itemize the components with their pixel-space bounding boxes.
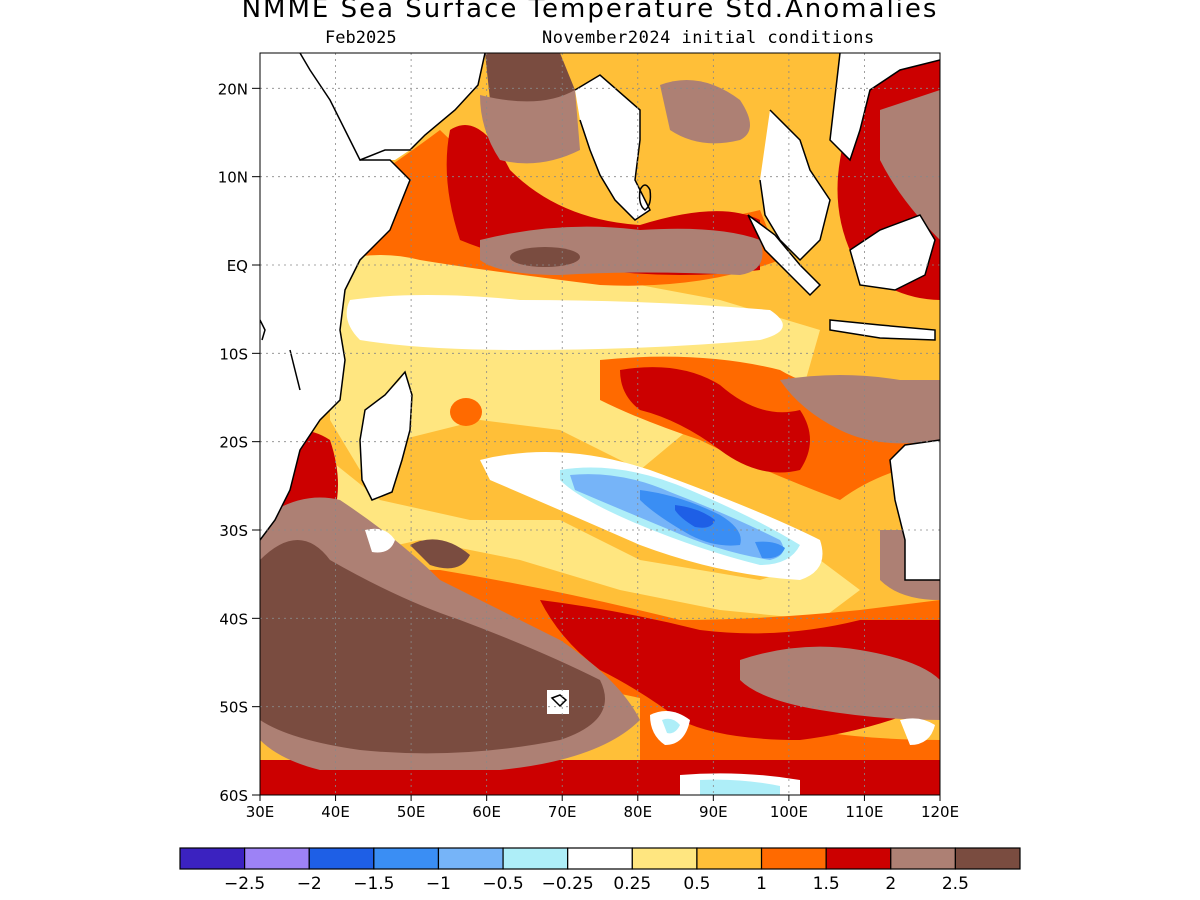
colorbar-label: 2.5 — [942, 874, 969, 894]
lon-tick-label: 60E — [472, 803, 501, 821]
colorbar-swatch — [696, 847, 763, 870]
forecast-month: Feb2025 — [325, 28, 397, 48]
colorbar-label: −1.5 — [353, 874, 394, 894]
lat-tick-label: 20N — [218, 80, 248, 98]
lon-tick-label: 90E — [699, 803, 728, 821]
colorbar-label: 0.25 — [613, 874, 651, 894]
coastlines — [260, 53, 940, 708]
colorbar-label: 1 — [756, 874, 767, 894]
lat-tick-label: 10N — [218, 169, 248, 187]
map-title: NMME Sea Surface Temperature Std.Anomali… — [241, 0, 939, 24]
colorbar-swatch — [760, 847, 827, 870]
colorbar-label: −1 — [426, 874, 451, 894]
lon-tick-label: 40E — [321, 803, 350, 821]
colorbar-label: 2 — [885, 874, 896, 894]
colorbar-swatch — [954, 847, 1021, 870]
lat-tick-label: 30S — [219, 522, 248, 540]
colorbar-swatch — [373, 847, 440, 870]
longitude-axis: 30E 40E 50E 60E 70E 80E 90E 100E 110E 120E — [246, 795, 959, 821]
colorbar-label: 0.5 — [683, 874, 710, 894]
lat-tick-label: 10S — [219, 345, 248, 363]
colorbar-swatch — [567, 847, 633, 870]
colorbar-swatch — [308, 847, 375, 870]
colorbar-swatch — [631, 847, 698, 870]
graticule — [260, 53, 940, 795]
anomaly-field — [260, 53, 940, 795]
colorbar-label: −0.25 — [542, 874, 594, 894]
colorbar-swatch — [244, 847, 310, 870]
plot-frame — [259, 52, 941, 796]
lon-tick-label: 110E — [845, 803, 883, 821]
lon-tick-label: 80E — [623, 803, 652, 821]
lon-tick-label: 30E — [246, 803, 275, 821]
lat-tick-label: EQ — [227, 257, 248, 275]
lon-tick-label: 70E — [548, 803, 577, 821]
lon-tick-label: 100E — [770, 803, 808, 821]
colorbar-label: −0.5 — [482, 874, 523, 894]
lat-tick-label: 40S — [219, 610, 248, 628]
latitude-axis: 20N 10N EQ 10S 20S 30S 40S 50S 60S — [218, 80, 260, 805]
initial-conditions: November2024 initial conditions — [542, 28, 875, 48]
lat-tick-label: 60S — [219, 787, 248, 805]
lat-tick-label: 50S — [219, 699, 248, 717]
lat-tick-label: 20S — [219, 434, 248, 452]
colorbar-swatch — [825, 847, 892, 870]
colorbar-swatch — [437, 847, 504, 870]
colorbar: −2.5 −2 −1.5 −1 −0.5 −0.25 0.25 0.5 1 1.5 2 2.5 — [179, 847, 1021, 894]
colorbar-label: −2 — [297, 874, 322, 894]
colorbar-swatch — [890, 847, 956, 870]
colorbar-label: 1.5 — [813, 874, 840, 894]
colorbar-swatch — [179, 847, 246, 870]
colorbar-label: −2.5 — [224, 874, 265, 894]
lon-tick-label: 50E — [397, 803, 426, 821]
colorbar-swatch — [502, 847, 569, 870]
lon-tick-label: 120E — [921, 803, 959, 821]
